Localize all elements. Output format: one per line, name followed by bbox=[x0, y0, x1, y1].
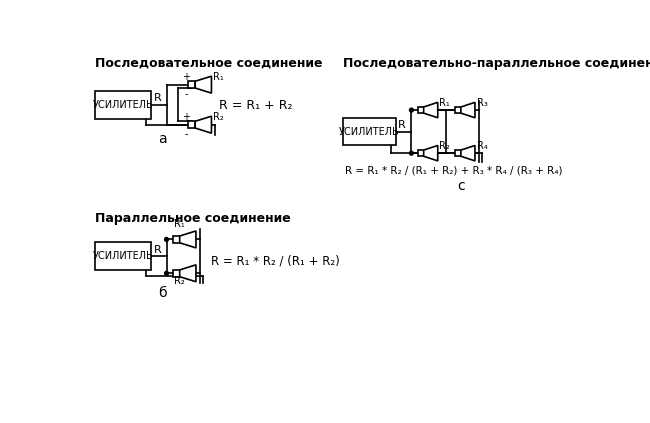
Text: Последовательное соединение: Последовательное соединение bbox=[95, 57, 322, 70]
Text: R = R₁ * R₂ / (R₁ + R₂) + R₃ * R₄ / (R₃ + R₄): R = R₁ * R₂ / (R₁ + R₂) + R₃ * R₄ / (R₃ … bbox=[344, 165, 562, 175]
Text: R: R bbox=[154, 245, 162, 255]
Text: УСИЛИТЕЛЬ: УСИЛИТЕЛЬ bbox=[339, 126, 400, 137]
Text: R₄: R₄ bbox=[476, 141, 488, 151]
Bar bbox=[455, 107, 461, 113]
Polygon shape bbox=[195, 76, 211, 93]
Bar bbox=[455, 150, 461, 156]
Polygon shape bbox=[195, 116, 211, 133]
Text: Последовательно-параллельное соединение: Последовательно-параллельное соединение bbox=[343, 57, 650, 70]
Circle shape bbox=[164, 237, 168, 242]
Text: R₂: R₂ bbox=[174, 276, 185, 286]
Polygon shape bbox=[424, 146, 437, 161]
Polygon shape bbox=[179, 231, 196, 248]
Bar bbox=[173, 236, 179, 243]
Text: R: R bbox=[154, 93, 162, 103]
Bar bbox=[417, 107, 424, 113]
Polygon shape bbox=[461, 102, 475, 118]
Bar bbox=[95, 91, 151, 118]
Text: R: R bbox=[398, 120, 406, 130]
Bar bbox=[95, 242, 151, 270]
Text: +: + bbox=[182, 112, 190, 121]
Bar bbox=[173, 270, 179, 277]
Circle shape bbox=[164, 272, 168, 275]
Circle shape bbox=[410, 108, 413, 112]
Bar bbox=[343, 118, 396, 146]
Text: б: б bbox=[159, 286, 167, 300]
Text: c: c bbox=[457, 179, 465, 192]
Bar bbox=[417, 150, 424, 156]
Text: -: - bbox=[184, 129, 188, 139]
Text: +: + bbox=[182, 71, 190, 82]
Text: а: а bbox=[159, 132, 167, 146]
Circle shape bbox=[410, 151, 413, 155]
Text: R = R₁ * R₂ / (R₁ + R₂): R = R₁ * R₂ / (R₁ + R₂) bbox=[211, 255, 340, 267]
Polygon shape bbox=[424, 102, 437, 118]
Text: R₁: R₁ bbox=[174, 220, 185, 229]
Text: УСИЛИТЕЛЬ: УСИЛИТЕЛЬ bbox=[93, 251, 153, 261]
Bar bbox=[188, 81, 195, 88]
Text: УСИЛИТЕЛЬ: УСИЛИТЕЛЬ bbox=[93, 100, 153, 110]
Bar bbox=[188, 121, 195, 128]
Text: R₁: R₁ bbox=[439, 98, 450, 108]
Text: R₁: R₁ bbox=[213, 72, 224, 82]
Text: R₃: R₃ bbox=[476, 98, 488, 108]
Polygon shape bbox=[179, 265, 196, 282]
Text: -: - bbox=[184, 89, 188, 99]
Text: R₂: R₂ bbox=[439, 141, 450, 151]
Text: R₂: R₂ bbox=[213, 113, 224, 122]
Polygon shape bbox=[461, 146, 475, 161]
Text: Параллельное соединение: Параллельное соединение bbox=[95, 212, 291, 225]
Text: R = R₁ + R₂: R = R₁ + R₂ bbox=[219, 99, 292, 112]
